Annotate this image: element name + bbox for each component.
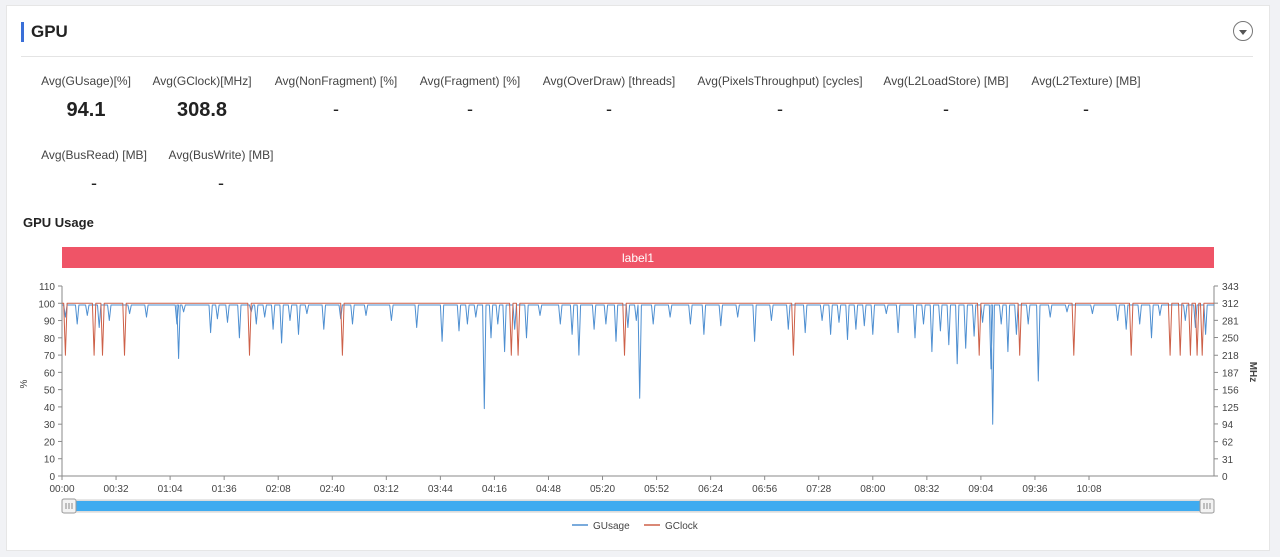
y-right-tick-label: 218 bbox=[1222, 351, 1239, 362]
metric-value: - bbox=[943, 99, 949, 119]
metric-label: Avg(GUsage)[%] bbox=[41, 74, 131, 88]
panel-header: GPU bbox=[21, 20, 68, 44]
metric-l2texture: Avg(L2Texture) [MB] - bbox=[1030, 74, 1142, 120]
panel-title: GPU bbox=[31, 22, 68, 41]
metric-buswrite: Avg(BusWrite) [MB] - bbox=[167, 148, 275, 194]
metric-value: - bbox=[467, 99, 473, 119]
metric-value: 94.1 bbox=[66, 99, 106, 121]
metric-gusage: Avg(GUsage)[%] 94.1 bbox=[41, 74, 131, 122]
y-left-tick-label: 60 bbox=[44, 368, 56, 379]
x-tick-label: 03:12 bbox=[374, 484, 399, 495]
metric-label: Avg(NonFragment) [%] bbox=[274, 74, 398, 88]
x-tick-label: 08:32 bbox=[914, 484, 939, 495]
legend-label-gclock[interactable]: GClock bbox=[665, 521, 699, 532]
x-tick-label: 00:32 bbox=[104, 484, 129, 495]
metric-value: - bbox=[606, 99, 612, 119]
x-tick-label: 04:16 bbox=[482, 484, 507, 495]
y-left-tick-label: 10 bbox=[44, 455, 56, 466]
metric-label: Avg(GClock)[MHz] bbox=[152, 74, 252, 88]
x-tick-label: 02:40 bbox=[320, 484, 345, 495]
x-tick-label: 05:52 bbox=[644, 484, 669, 495]
x-tick-label: 09:36 bbox=[1022, 484, 1047, 495]
x-tick-label: 01:36 bbox=[212, 484, 237, 495]
chevron-down-icon bbox=[1239, 29, 1247, 35]
metric-l2loadstore: Avg(L2LoadStore) [MB] - bbox=[883, 74, 1009, 120]
legend-label-gusage[interactable]: GUsage bbox=[593, 521, 630, 532]
y-left-axis-title: % bbox=[19, 379, 30, 388]
x-tick-label: 09:04 bbox=[968, 484, 993, 495]
metric-gclock: Avg(GClock)[MHz] 308.8 bbox=[152, 74, 252, 122]
metric-label: Avg(L2Texture) [MB] bbox=[1031, 74, 1141, 88]
metric-label: Avg(PixelsThroughput) [cycles] bbox=[697, 74, 863, 88]
series-line-gusage bbox=[62, 304, 1214, 425]
metric-label: Avg(Fragment) [%] bbox=[419, 74, 521, 88]
y-right-tick-label: 156 bbox=[1222, 386, 1239, 397]
metric-fragment: Avg(Fragment) [%] - bbox=[419, 74, 521, 120]
metric-nonfragment: Avg(NonFragment) [%] - bbox=[273, 74, 399, 120]
x-tick-label: 06:56 bbox=[752, 484, 777, 495]
x-tick-label: 01:04 bbox=[158, 484, 183, 495]
y-right-tick-label: 250 bbox=[1222, 334, 1239, 345]
x-tick-label: 05:20 bbox=[590, 484, 615, 495]
y-right-tick-label: 312 bbox=[1222, 299, 1239, 310]
y-left-tick-label: 20 bbox=[44, 437, 56, 448]
y-right-tick-label: 125 bbox=[1222, 403, 1239, 414]
label-band-text: label1 bbox=[622, 251, 654, 265]
y-right-tick-label: 62 bbox=[1222, 438, 1234, 449]
y-left-tick-label: 80 bbox=[44, 334, 56, 345]
metric-label: Avg(L2LoadStore) [MB] bbox=[883, 74, 1009, 88]
y-left-tick-label: 110 bbox=[39, 282, 55, 293]
zoom-slider-range[interactable] bbox=[70, 501, 1206, 511]
y-left-tick-label: 30 bbox=[44, 420, 56, 431]
metric-value: 308.8 bbox=[176, 99, 228, 121]
collapse-button[interactable] bbox=[1233, 21, 1253, 41]
x-tick-label: 06:24 bbox=[698, 484, 723, 495]
metric-value: - bbox=[333, 99, 339, 119]
gpu-panel: GPU bbox=[6, 5, 1270, 551]
metric-busread: Avg(BusRead) [MB] - bbox=[41, 148, 147, 194]
y-left-tick-label: 0 bbox=[49, 472, 55, 483]
x-tick-label: 10:08 bbox=[1076, 484, 1101, 495]
x-tick-label: 08:00 bbox=[860, 484, 885, 495]
metric-value: - bbox=[777, 99, 783, 119]
x-tick-label: 03:44 bbox=[428, 484, 453, 495]
metric-overdraw: Avg(OverDraw) [threads] - bbox=[542, 74, 676, 120]
series-line-gclock bbox=[62, 302, 1214, 356]
metric-value: - bbox=[218, 173, 224, 193]
metric-label: Avg(OverDraw) [threads] bbox=[542, 74, 676, 88]
metric-label: Avg(BusRead) [MB] bbox=[41, 148, 147, 162]
accent-bar bbox=[21, 22, 24, 42]
y-left-tick-label: 40 bbox=[44, 403, 56, 414]
y-right-tick-label: 281 bbox=[1222, 316, 1239, 327]
y-right-tick-label: 187 bbox=[1222, 368, 1239, 379]
y-right-tick-label: 31 bbox=[1222, 455, 1234, 466]
y-left-tick-label: 50 bbox=[44, 386, 56, 397]
x-tick-label: 00:00 bbox=[49, 484, 74, 495]
chart-title: GPU Usage bbox=[23, 215, 94, 230]
y-right-tick-label: 94 bbox=[1222, 420, 1234, 431]
y-right-tick-label: 0 bbox=[1222, 472, 1228, 483]
y-left-tick-label: 90 bbox=[44, 317, 56, 328]
label-band bbox=[62, 247, 1214, 268]
x-tick-label: 02:08 bbox=[266, 484, 291, 495]
metric-value: - bbox=[91, 173, 97, 193]
metric-value: - bbox=[1083, 99, 1089, 119]
y-right-axis-title: MHz bbox=[1247, 362, 1258, 383]
header-divider bbox=[21, 56, 1253, 57]
y-right-tick-label: 343 bbox=[1222, 282, 1239, 293]
metric-label: Avg(BusWrite) [MB] bbox=[168, 148, 274, 162]
x-tick-label: 07:28 bbox=[806, 484, 831, 495]
metric-pixelsthroughput: Avg(PixelsThroughput) [cycles] - bbox=[697, 74, 863, 120]
x-tick-label: 04:48 bbox=[536, 484, 561, 495]
y-left-tick-label: 70 bbox=[44, 351, 56, 362]
y-left-tick-label: 100 bbox=[38, 299, 55, 310]
